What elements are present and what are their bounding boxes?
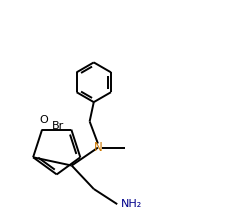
Text: Br: Br — [52, 121, 64, 131]
Text: O: O — [39, 115, 48, 125]
Text: N: N — [93, 141, 102, 154]
Text: NH₂: NH₂ — [120, 199, 141, 209]
